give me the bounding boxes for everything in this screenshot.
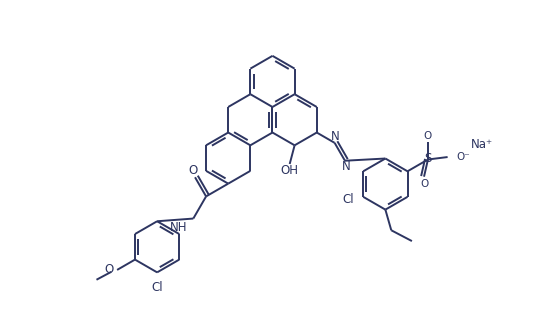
Text: N: N (342, 160, 350, 173)
Text: S: S (424, 152, 432, 165)
Text: O: O (420, 179, 428, 188)
Text: O: O (424, 131, 432, 141)
Text: O: O (188, 164, 198, 177)
Text: O⁻: O⁻ (457, 152, 470, 162)
Text: Cl: Cl (343, 193, 355, 206)
Text: NH: NH (170, 221, 187, 234)
Text: Na⁺: Na⁺ (471, 138, 493, 151)
Text: N: N (331, 130, 340, 143)
Text: O: O (104, 263, 113, 276)
Text: OH: OH (281, 164, 299, 177)
Text: Cl: Cl (151, 281, 163, 294)
